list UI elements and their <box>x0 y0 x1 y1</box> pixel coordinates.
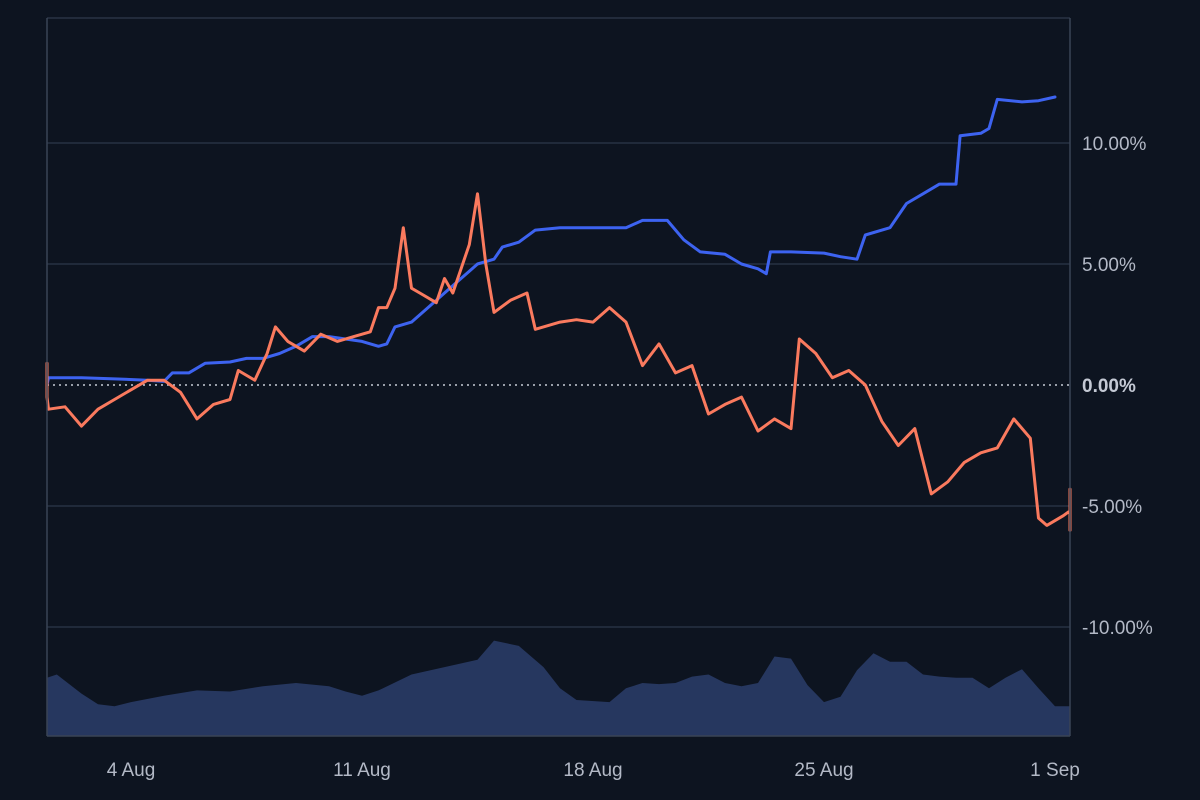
y-tick-label-3: -5.00% <box>1082 497 1142 518</box>
x-tick-label-4: 1 Sep <box>1030 760 1080 781</box>
plot-frame <box>46 17 1071 737</box>
y-tick-label-2: 0.00% <box>1082 376 1136 397</box>
x-tick-label-2: 18 Aug <box>563 760 622 781</box>
y-tick-label-4: -10.00% <box>1082 618 1153 639</box>
x-tick-label-3: 25 Aug <box>794 760 853 781</box>
series-line-0 <box>45 95 1057 387</box>
y-axis-labels: 10.00% 5.00% 0.00% -5.00% -10.00% <box>1082 134 1153 639</box>
x-axis-labels: 4 Aug 11 Aug 18 Aug 25 Aug 1 Sep <box>107 760 1080 781</box>
x-tick-label-1: 11 Aug <box>333 760 391 781</box>
series-line-1 <box>45 192 1072 532</box>
volume-area <box>47 640 1070 736</box>
x-tick-label-0: 4 Aug <box>107 760 156 781</box>
gridlines <box>47 142 1070 628</box>
volume-area-path <box>47 640 1070 736</box>
series-lines <box>45 95 1072 532</box>
y-tick-label-1: 5.00% <box>1082 255 1136 276</box>
y-tick-label-0: 10.00% <box>1082 134 1147 155</box>
